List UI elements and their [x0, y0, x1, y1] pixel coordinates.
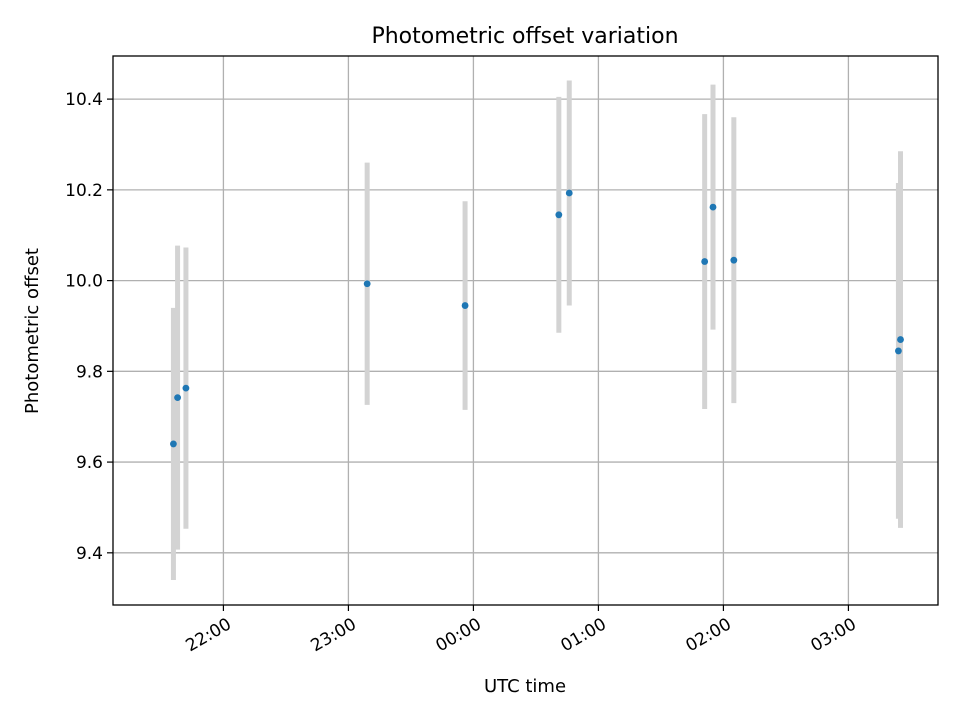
data-point [363, 280, 371, 288]
data-point [174, 394, 181, 402]
y-axis-label: Photometric offset [22, 248, 43, 414]
grid-layer [113, 56, 938, 605]
data-point [895, 347, 902, 355]
data-point [897, 336, 904, 343]
data-point [730, 256, 738, 264]
y-tick-label: 9.8 [76, 362, 103, 382]
point-layer [170, 189, 904, 448]
y-tick-label: 10.0 [65, 272, 103, 292]
data-point [182, 384, 190, 392]
data-point [701, 258, 709, 265]
y-tick-label: 10.2 [65, 181, 103, 201]
data-point [565, 189, 573, 197]
y-tick-label: 9.4 [76, 544, 103, 564]
x-axis-label: UTC time [484, 676, 566, 697]
data-point [461, 302, 469, 309]
data-point [170, 440, 177, 448]
data-point [709, 203, 717, 211]
chart-title: Photometric offset variation [371, 24, 678, 49]
plot-frame [112, 55, 939, 606]
y-tick-label: 10.4 [65, 90, 103, 110]
data-point [555, 211, 563, 219]
y-tick-label: 9.6 [76, 453, 103, 473]
